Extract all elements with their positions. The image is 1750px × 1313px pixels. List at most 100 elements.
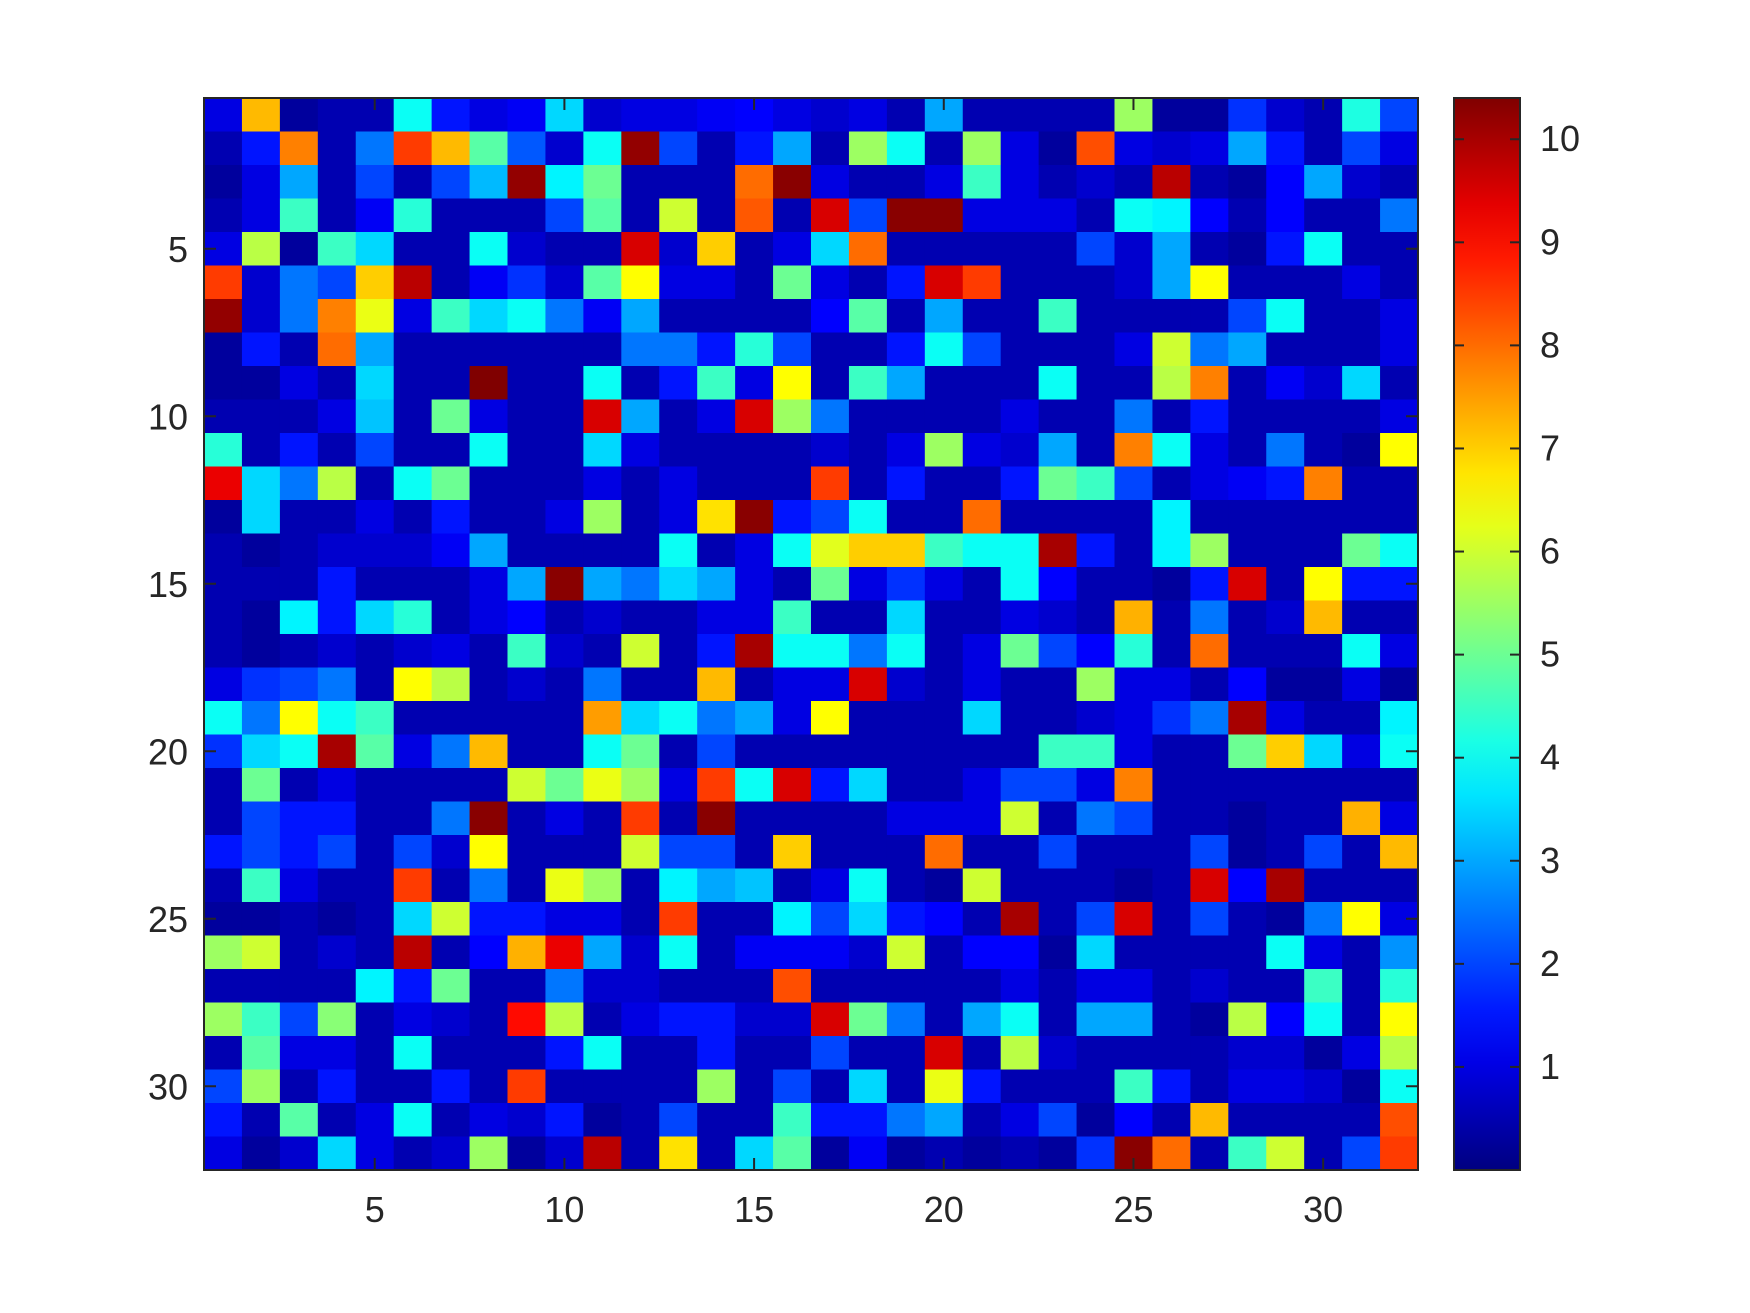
heatmap-cell (1228, 433, 1267, 468)
heatmap-cell (583, 701, 622, 736)
heatmap-cell (393, 801, 433, 836)
heatmap-cell (1342, 701, 1381, 736)
heatmap-cell (621, 734, 660, 769)
heatmap-cell (697, 969, 736, 1004)
heatmap-cell (697, 399, 736, 434)
heatmap-cell (507, 935, 547, 970)
heatmap-cell (1380, 1002, 1419, 1037)
heatmap-cell (924, 299, 964, 334)
heatmap-cell (1000, 634, 1040, 669)
heatmap-cell (621, 1069, 660, 1104)
heatmap-cell (962, 902, 1002, 937)
heatmap-cell (545, 299, 584, 334)
heatmap-cell (507, 131, 547, 166)
heatmap-cell (1076, 533, 1116, 568)
y-tick-label: 5 (168, 229, 188, 270)
heatmap-cell (1228, 701, 1267, 736)
heatmap-cell (848, 634, 888, 669)
heatmap-cell (1076, 734, 1116, 769)
heatmap-cell (962, 935, 1002, 970)
heatmap-cell (507, 634, 547, 669)
heatmap-cell (811, 734, 850, 769)
heatmap-cell (621, 969, 660, 1004)
heatmap-cell (1380, 667, 1419, 702)
heatmap-cell (1228, 232, 1267, 267)
heatmap-cell (773, 667, 812, 702)
heatmap-cell (1190, 232, 1229, 267)
heatmap-cell (659, 265, 698, 300)
heatmap-cell (583, 1103, 622, 1138)
heatmap-cell (886, 1103, 926, 1138)
heatmap-cell (1228, 198, 1267, 233)
heatmap-cell (241, 466, 281, 501)
heatmap-cell (1190, 399, 1229, 434)
heatmap-cell (1114, 667, 1154, 702)
heatmap-cell (735, 634, 774, 669)
heatmap-cell (1114, 600, 1154, 635)
heatmap-cell (1304, 500, 1343, 535)
heatmap-cell (811, 768, 850, 803)
heatmap-cell (241, 433, 281, 468)
heatmap-cell (317, 433, 357, 468)
heatmap-cell (1304, 768, 1343, 803)
heatmap-cell (886, 1136, 926, 1171)
heatmap-cell (241, 801, 281, 836)
heatmap-cell (1038, 399, 1078, 434)
heatmap-cell (848, 165, 888, 200)
x-tick-label: 20 (924, 1189, 964, 1230)
heatmap-cell (1342, 600, 1381, 635)
heatmap-cell (241, 533, 281, 568)
heatmap-cell (204, 701, 243, 736)
heatmap-cell (355, 868, 395, 903)
heatmap-cell (886, 600, 926, 635)
heatmap-cell (204, 466, 243, 501)
heatmap-cell (469, 1103, 509, 1138)
colorbar (1453, 97, 1521, 1171)
heatmap-cell (659, 433, 698, 468)
heatmap-cell (1266, 667, 1305, 702)
heatmap-cell (241, 600, 281, 635)
heatmap-cell (279, 198, 319, 233)
heatmap-cell (1342, 1002, 1381, 1037)
heatmap-cell (317, 734, 357, 769)
heatmap-cell (1190, 868, 1229, 903)
heatmap-cell (241, 935, 281, 970)
heatmap-cell (735, 902, 774, 937)
heatmap-cell (393, 98, 433, 133)
heatmap-cell (1114, 299, 1154, 334)
heatmap-cell (1038, 902, 1078, 937)
heatmap-cell (1342, 98, 1381, 133)
heatmap-cell (1152, 1136, 1191, 1171)
heatmap-cell (241, 701, 281, 736)
heatmap-cell (545, 332, 584, 367)
heatmap-cell (848, 299, 888, 334)
colorbar-ticks: 1 2 3 4 5 6 7 8 9 10 (1454, 118, 1580, 1087)
heatmap-cell (279, 667, 319, 702)
heatmap-cell (1304, 567, 1343, 602)
heatmap-cell (1152, 98, 1191, 133)
heatmap-cell (735, 433, 774, 468)
heatmap-cell (924, 198, 964, 233)
heatmap-cell (1266, 801, 1305, 836)
heatmap-cell (204, 1002, 243, 1037)
heatmap-cell (1228, 902, 1267, 937)
heatmap-cell (1076, 567, 1116, 602)
heatmap-cell (1380, 198, 1419, 233)
heatmap-cell (279, 902, 319, 937)
heatmap-cell (279, 701, 319, 736)
heatmap-cell (1152, 1103, 1191, 1138)
heatmap-cell (1000, 433, 1040, 468)
heatmap-cell (1228, 634, 1267, 669)
heatmap-cell (241, 131, 281, 166)
heatmap-cell (1228, 533, 1267, 568)
heatmap-cell (545, 131, 584, 166)
heatmap-cell (583, 801, 622, 836)
heatmap-cell (773, 265, 812, 300)
heatmap-cell (735, 868, 774, 903)
heatmap-cell (1114, 1002, 1154, 1037)
heatmap-cell (621, 1103, 660, 1138)
heatmap-cell (1304, 232, 1343, 267)
heatmap-cell (279, 567, 319, 602)
colorbar-tick-label: 4 (1540, 737, 1560, 778)
heatmap-cell (204, 299, 243, 334)
